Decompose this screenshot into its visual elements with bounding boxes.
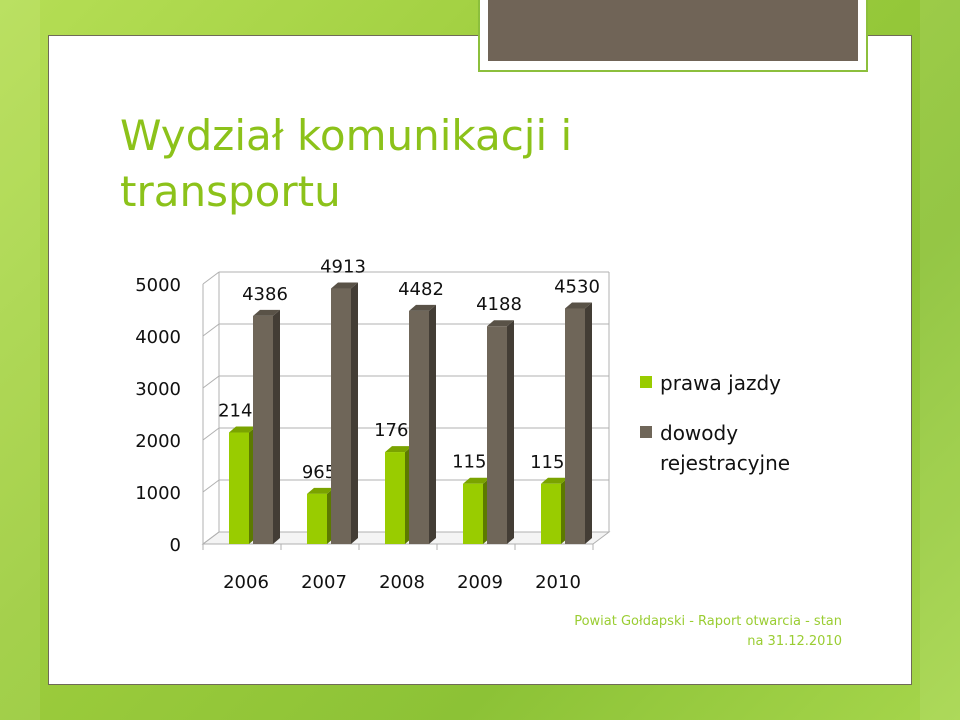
bar-side bbox=[351, 282, 358, 544]
bar-top bbox=[463, 477, 490, 484]
bar bbox=[307, 493, 327, 544]
bar-top bbox=[385, 446, 412, 453]
background-stripe bbox=[0, 0, 40, 720]
bar bbox=[253, 315, 273, 544]
legend-label: prawa jazdy bbox=[660, 371, 781, 395]
gridline-side bbox=[202, 427, 220, 441]
slide-title: Wydział komunikacji i transportu bbox=[120, 108, 680, 220]
chart-legend: prawa jazdy dowody rejestracyjne bbox=[640, 368, 860, 498]
y-tick-label: 3000 bbox=[135, 379, 181, 400]
background-stripe bbox=[920, 0, 960, 720]
data-label: 1158 bbox=[530, 452, 576, 473]
bar-side bbox=[507, 320, 514, 544]
x-tick-label: 2008 bbox=[379, 572, 425, 593]
bar bbox=[409, 310, 429, 544]
bar bbox=[541, 483, 561, 544]
bar bbox=[385, 452, 405, 544]
bar bbox=[463, 483, 483, 544]
x-tick-label: 2007 bbox=[301, 572, 347, 593]
legend-item-prawa-jazdy: prawa jazdy bbox=[640, 368, 860, 398]
title-line-2: transportu bbox=[120, 167, 341, 216]
gridline-side bbox=[202, 479, 220, 493]
bar bbox=[331, 288, 351, 544]
title-line-1: Wydział komunikacji i bbox=[120, 111, 573, 160]
gridline-side bbox=[202, 323, 220, 337]
x-tick-label: 2010 bbox=[535, 572, 581, 593]
legend-swatch-brown bbox=[640, 426, 652, 438]
data-label: 965 bbox=[302, 462, 336, 483]
bar-top bbox=[541, 477, 568, 484]
y-tick-label: 2000 bbox=[135, 431, 181, 452]
data-label: 4188 bbox=[476, 294, 522, 315]
header-tab bbox=[488, 0, 858, 61]
y-tick-label: 4000 bbox=[135, 327, 181, 348]
legend-item-dowody: dowody rejestracyjne bbox=[640, 418, 860, 478]
gridline-side bbox=[202, 271, 220, 285]
bar bbox=[487, 326, 507, 544]
slide-panel bbox=[48, 35, 912, 685]
y-tick-label: 0 bbox=[170, 535, 181, 556]
bar-top bbox=[253, 309, 280, 316]
data-label: 4913 bbox=[320, 257, 366, 278]
slide-footer: Powiat Gołdapski - Raport otwarcia - sta… bbox=[482, 612, 842, 652]
data-label: 4386 bbox=[242, 284, 288, 305]
y-tick-label: 1000 bbox=[135, 483, 181, 504]
bar-top bbox=[229, 426, 256, 433]
bar-side bbox=[585, 302, 592, 544]
bar-top bbox=[565, 302, 592, 309]
legend-label: dowody rejestracyjne bbox=[660, 421, 791, 475]
x-tick-label: 2009 bbox=[457, 572, 503, 593]
bar bbox=[229, 432, 249, 544]
bar-top bbox=[331, 282, 358, 289]
data-label: 1768 bbox=[374, 420, 420, 441]
gridline-side bbox=[202, 531, 220, 545]
data-label: 1159 bbox=[452, 452, 498, 473]
bar-side bbox=[273, 309, 280, 544]
bar-top bbox=[307, 487, 334, 494]
y-tick-label: 5000 bbox=[135, 275, 181, 296]
bar-top bbox=[409, 304, 436, 311]
data-label: 2144 bbox=[218, 401, 264, 422]
footer-line-1: Powiat Gołdapski - Raport otwarcia - sta… bbox=[574, 614, 842, 629]
gridline-side bbox=[202, 375, 220, 389]
x-tick-label: 2006 bbox=[223, 572, 269, 593]
legend-swatch-green bbox=[640, 376, 652, 388]
data-label: 4530 bbox=[554, 276, 600, 297]
bar-side bbox=[429, 304, 436, 544]
bar-top bbox=[487, 320, 514, 327]
bar bbox=[565, 308, 585, 544]
data-label: 4482 bbox=[398, 279, 444, 300]
footer-line-2: na 31.12.2010 bbox=[747, 634, 842, 649]
